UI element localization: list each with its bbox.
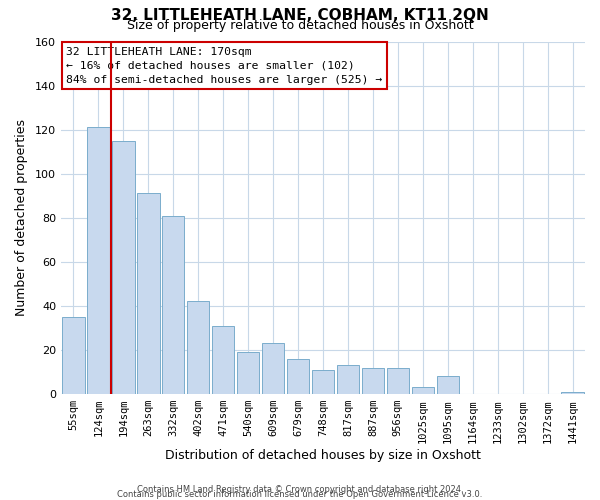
Bar: [212, 326, 235, 394]
Bar: [312, 370, 334, 394]
Bar: [287, 358, 309, 394]
Bar: [437, 376, 459, 394]
Text: Contains HM Land Registry data © Crown copyright and database right 2024.: Contains HM Land Registry data © Crown c…: [137, 484, 463, 494]
Y-axis label: Number of detached properties: Number of detached properties: [15, 119, 28, 316]
Bar: [112, 140, 134, 394]
X-axis label: Distribution of detached houses by size in Oxshott: Distribution of detached houses by size …: [165, 450, 481, 462]
Text: Size of property relative to detached houses in Oxshott: Size of property relative to detached ho…: [127, 18, 473, 32]
Text: Contains public sector information licensed under the Open Government Licence v3: Contains public sector information licen…: [118, 490, 482, 499]
Bar: [237, 352, 259, 394]
Text: 32 LITTLEHEATH LANE: 170sqm
← 16% of detached houses are smaller (102)
84% of se: 32 LITTLEHEATH LANE: 170sqm ← 16% of det…: [66, 47, 382, 85]
Bar: [137, 194, 160, 394]
Bar: [412, 388, 434, 394]
Bar: [362, 368, 384, 394]
Bar: [187, 302, 209, 394]
Bar: [561, 392, 584, 394]
Bar: [337, 366, 359, 394]
Bar: [262, 344, 284, 394]
Bar: [87, 128, 110, 394]
Bar: [62, 317, 85, 394]
Bar: [386, 368, 409, 394]
Text: 32, LITTLEHEATH LANE, COBHAM, KT11 2QN: 32, LITTLEHEATH LANE, COBHAM, KT11 2QN: [111, 8, 489, 22]
Bar: [162, 216, 184, 394]
